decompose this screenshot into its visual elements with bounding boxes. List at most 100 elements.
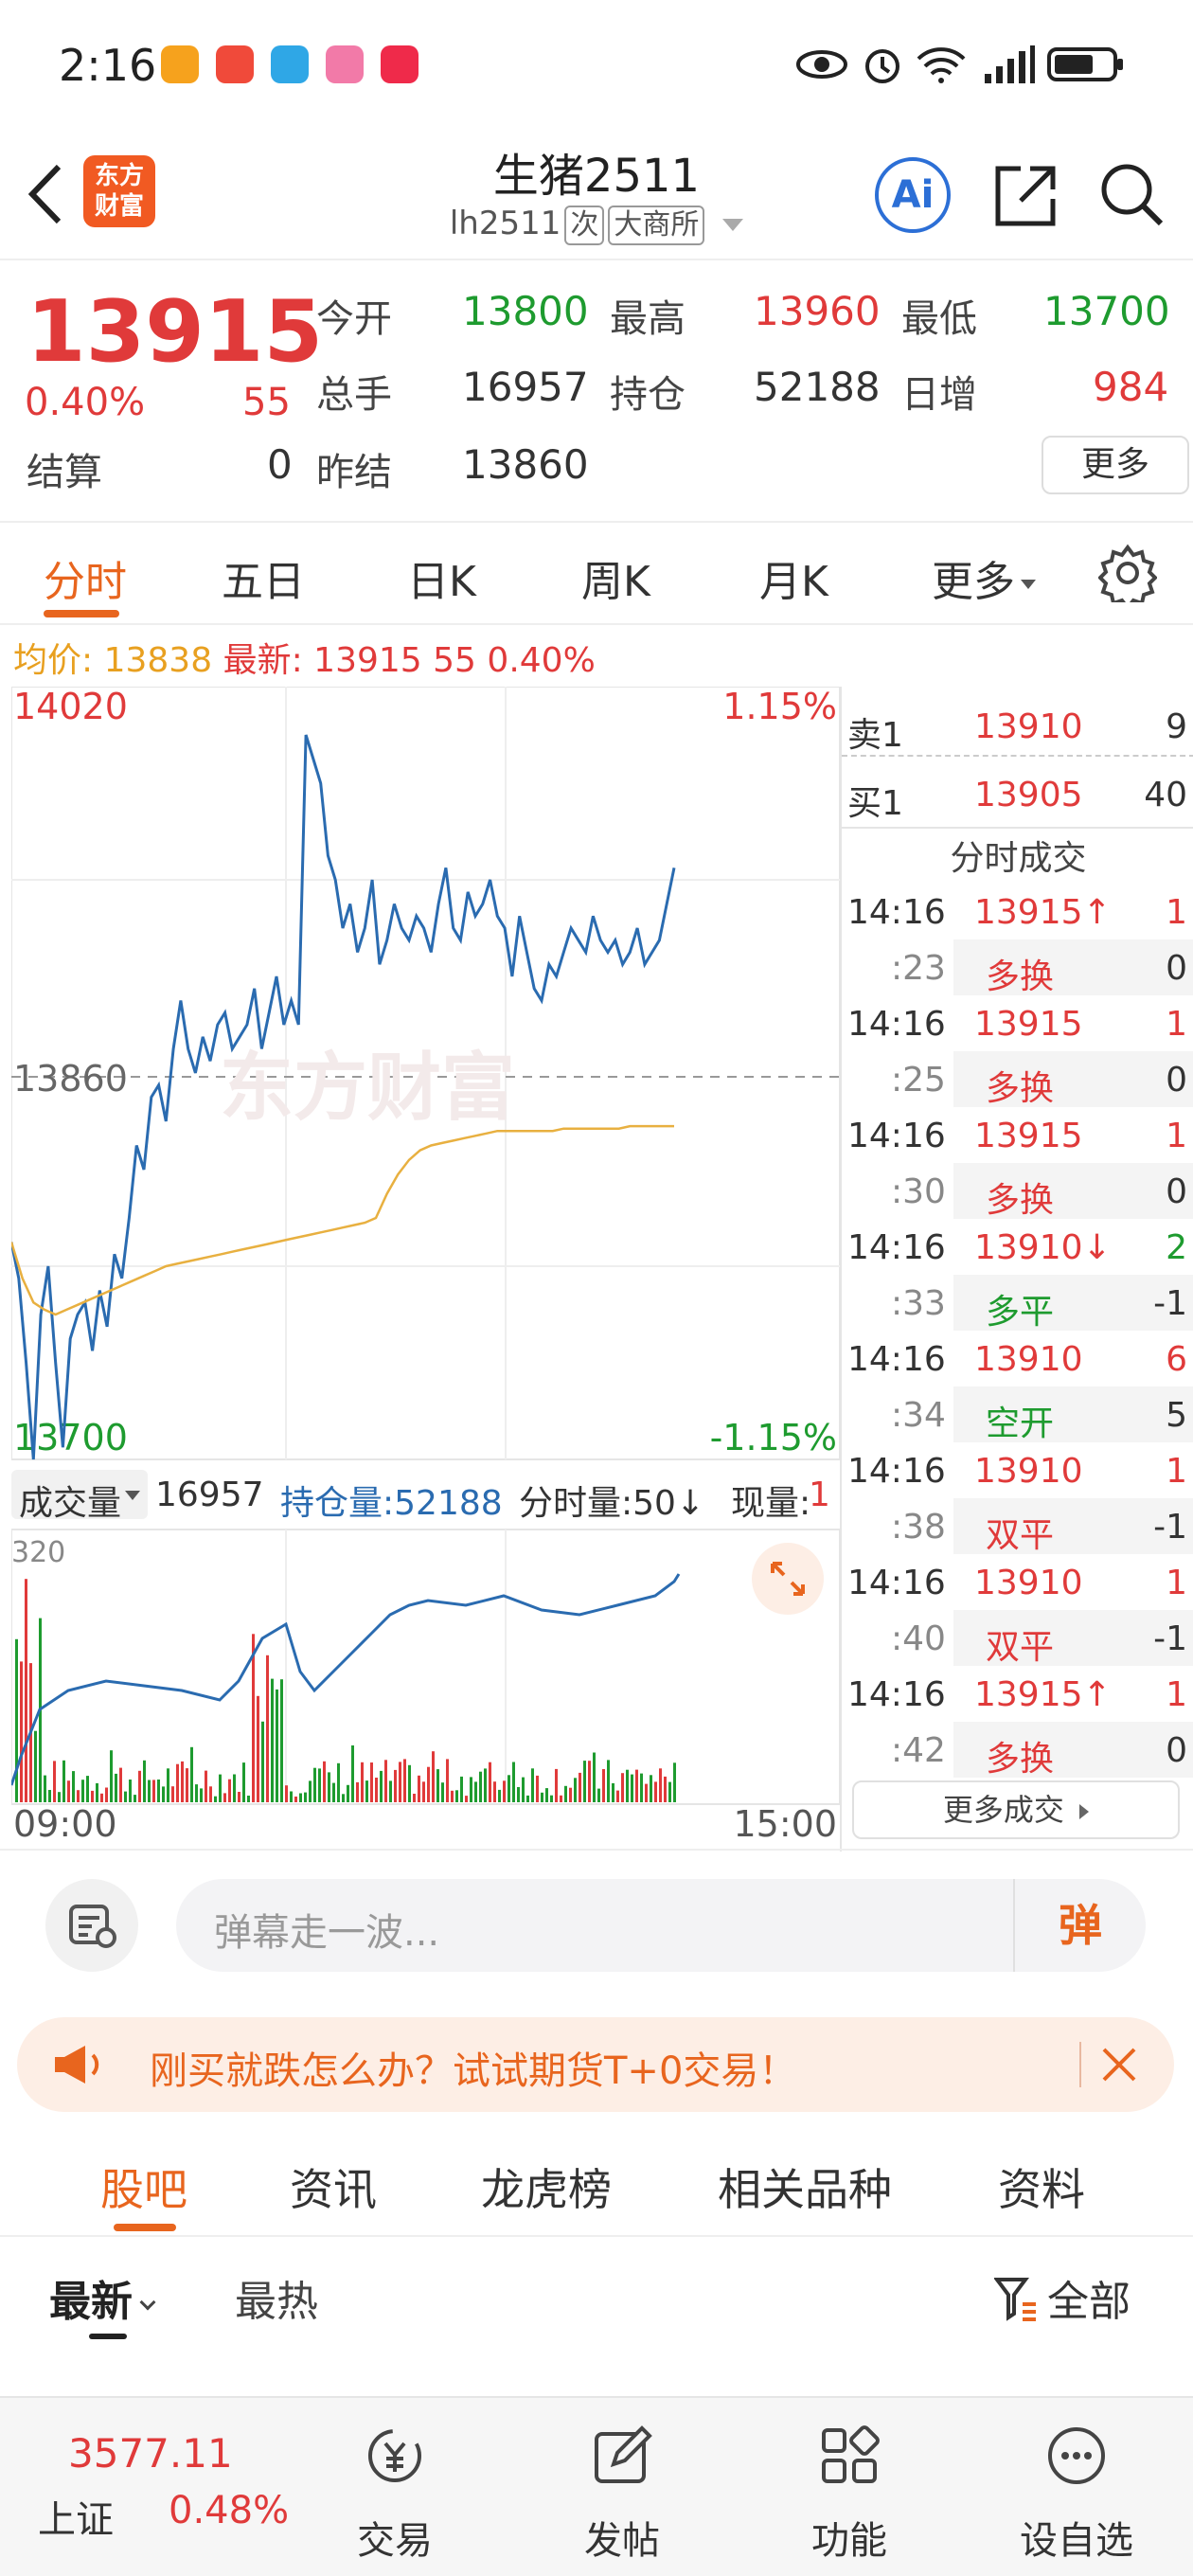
open-value: 13800 <box>462 288 589 334</box>
logo-line: 财富 <box>94 192 144 221</box>
volume-bar <box>512 1762 515 1802</box>
sort-underline <box>89 2334 127 2339</box>
buy1-qty: 40 <box>1144 776 1187 814</box>
trade-time: 14:16 <box>847 893 946 932</box>
tab-profile[interactable]: 资料 <box>998 2164 1085 2215</box>
nav-watchlist[interactable]: 设自选 <box>1006 2398 1148 2576</box>
volume-bars <box>15 1579 676 1802</box>
volume-bar <box>555 1768 558 1802</box>
signal-icon <box>985 45 1035 83</box>
nav-post[interactable]: 发帖 <box>551 2398 693 2576</box>
volume-bar <box>171 1786 174 1802</box>
back-chevron-left-icon[interactable] <box>25 163 66 225</box>
tab-intraday[interactable]: 分时 <box>44 558 127 606</box>
volume-bar <box>413 1794 416 1802</box>
tab-weekly-k[interactable]: 周K <box>581 558 650 606</box>
grid-icon <box>822 2425 880 2483</box>
volume-bar <box>635 1769 638 1802</box>
trade-sub-row: :40 双平 -1 <box>842 1610 1193 1667</box>
price-lines <box>11 734 676 1460</box>
yuan-exchange-icon <box>368 2429 421 2482</box>
tab-more[interactable]: 更多 <box>932 547 1036 608</box>
volume-bar <box>167 1768 169 1802</box>
filter-all-button[interactable]: 全部 <box>993 2267 1131 2328</box>
sell1-qty: 9 <box>1166 707 1187 746</box>
danmaku-input[interactable]: 弹幕走一波... 弹 <box>176 1879 1146 1972</box>
pct-top-label: 1.15% <box>722 687 837 727</box>
more-dots-icon <box>1048 2427 1105 2484</box>
tab-monthly-k[interactable]: 月K <box>759 558 828 606</box>
sell1-price: 13910 <box>974 707 1083 746</box>
trade-qty: 1 <box>1166 893 1187 932</box>
volume-indicator-label: 成交量 <box>19 1484 122 1523</box>
pct-bottom-label: -1.15% <box>710 1417 837 1458</box>
trade-row: 14:16 13910 1 <box>842 1554 1193 1610</box>
trade-qty: 1 <box>1166 1564 1187 1602</box>
intraday-chart[interactable]: 东方财富 14020 13860 13700 1.15% -1.15% 320 … <box>11 687 840 1842</box>
gear-icon[interactable] <box>1098 544 1157 602</box>
header: 东方 财富 生猪2511 lh2511 次大商所 Ai <box>0 133 1193 260</box>
close-icon[interactable] <box>1100 2046 1138 2084</box>
expand-icon <box>771 1562 805 1596</box>
search-icon[interactable] <box>1096 159 1166 229</box>
tab-news[interactable]: 资讯 <box>290 2164 377 2215</box>
volume-bar <box>517 1787 520 1802</box>
tab-leaderboard[interactable]: 龙虎榜 <box>481 2164 612 2215</box>
sort-latest-button[interactable]: 最新 <box>49 2267 156 2328</box>
chevron-down-icon <box>139 2294 156 2311</box>
promo-banner[interactable]: 刚买就跌怎么办？试试期货T+0交易！ <box>17 2017 1174 2112</box>
volume-bar <box>252 1634 255 1802</box>
expand-button-bg[interactable] <box>752 1543 824 1615</box>
sort-hot-button[interactable]: 最热 <box>235 2278 318 2326</box>
tab-daily-k[interactable]: 日K <box>407 558 476 606</box>
danmaku-send-button[interactable]: 弹 <box>1013 1879 1146 1972</box>
app-notification-icon <box>381 45 418 83</box>
tab-five-day[interactable]: 五日 <box>222 558 305 606</box>
tab-forum[interactable]: 股吧 <box>100 2164 187 2215</box>
volume-bar <box>110 1750 113 1802</box>
volume-bar <box>294 1797 297 1802</box>
quote-more-button[interactable]: 更多 <box>1042 436 1189 494</box>
contract-subtitle[interactable]: lh2511 次大商所 <box>0 205 1193 245</box>
volume-bar <box>129 1780 132 1802</box>
y-mid-label: 13860 <box>13 1058 128 1100</box>
nav-trade[interactable]: 交易 <box>324 2398 466 2576</box>
tag-exchange: 大商所 <box>608 206 705 245</box>
latest-price: 13915 <box>313 641 422 680</box>
more-trades-button[interactable]: 更多成交 <box>852 1780 1180 1839</box>
trade-sub-row: :25 多换 0 <box>842 1051 1193 1108</box>
index-name: 上证 <box>38 2498 114 2542</box>
ai-assistant-button[interactable]: Ai <box>875 157 951 233</box>
index-ticker[interactable]: 3577.11 上证 0.48% <box>0 2398 289 2576</box>
danmaku-settings-button[interactable] <box>45 1879 138 1972</box>
trade-sub-time: :30 <box>891 1172 946 1211</box>
volume-bar <box>124 1791 127 1802</box>
trade-sub-time: :25 <box>891 1061 946 1100</box>
app-notification-icon <box>161 45 199 83</box>
tab-related[interactable]: 相关品种 <box>718 2164 892 2215</box>
volume-bar <box>451 1790 454 1802</box>
nav-functions[interactable]: 功能 <box>778 2398 920 2576</box>
sell1-row: 卖1 13910 9 <box>842 698 1193 755</box>
trade-type: 双平 <box>986 1516 1055 1555</box>
volume-bar <box>545 1788 548 1802</box>
volume-bar <box>550 1795 553 1802</box>
volume-bar <box>422 1781 425 1802</box>
price-line <box>11 734 676 1460</box>
status-bar: 2:16 <box>0 0 1193 133</box>
volume-label: 总手 <box>316 373 392 417</box>
bottom-nav: 3577.11 上证 0.48% 交易 发帖 功能 设自选 <box>0 2396 1193 2576</box>
eye-icon <box>796 50 847 79</box>
volume-bar <box>337 1762 340 1802</box>
volume-bar <box>105 1787 108 1802</box>
trade-row: 14:16 13915 1 <box>842 995 1193 1051</box>
chart-watermark: 东方财富 <box>220 1046 515 1131</box>
trade-oi-change: 0 <box>1166 1061 1187 1100</box>
high-label: 最高 <box>610 297 686 341</box>
share-icon[interactable] <box>992 159 1059 229</box>
volume-bar <box>427 1766 430 1802</box>
danmaku-settings-icon <box>69 1905 116 1948</box>
trade-time: 14:16 <box>847 1340 946 1379</box>
ai-label: Ai <box>891 173 935 217</box>
trade-sub-time: :34 <box>891 1396 946 1435</box>
